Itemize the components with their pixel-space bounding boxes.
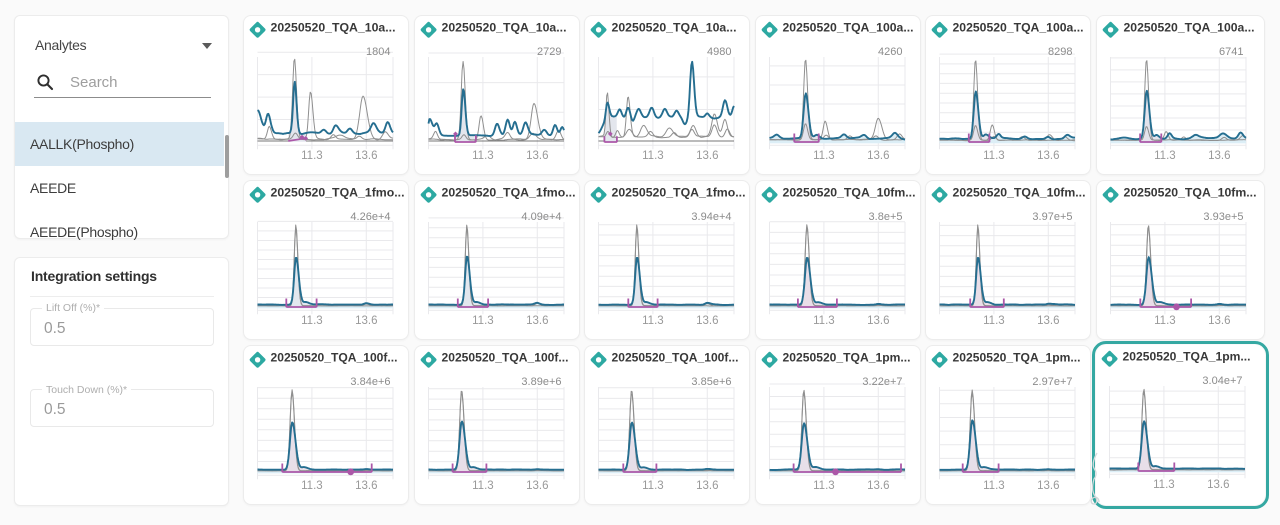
svg-text:20250520_TQA_10fm...: 20250520_TQA_10fm...: [953, 185, 1086, 199]
svg-text:11.3: 11.3: [1154, 150, 1176, 162]
svg-text:13.6: 13.6: [867, 150, 889, 162]
svg-text:20250520_TQA_100f...: 20250520_TQA_100f...: [271, 350, 398, 364]
svg-text:11.3: 11.3: [813, 315, 835, 327]
svg-text:11.3: 11.3: [983, 480, 1005, 492]
svg-text:13.6: 13.6: [696, 150, 718, 162]
svg-text:20250520_TQA_1pm...: 20250520_TQA_1pm...: [782, 350, 910, 364]
svg-text:20250520_TQA_1pm...: 20250520_TQA_1pm...: [1122, 349, 1250, 363]
svg-text:2729: 2729: [537, 46, 561, 58]
svg-text:20250520_TQA_10a...: 20250520_TQA_10a...: [271, 20, 396, 34]
svg-text:20250520_TQA_100a...: 20250520_TQA_100a...: [953, 20, 1084, 34]
svg-text:11.3: 11.3: [301, 480, 323, 492]
svg-text:11.3: 11.3: [472, 315, 494, 327]
svg-text:8298: 8298: [1048, 46, 1072, 58]
svg-text:20250520_TQA_100a...: 20250520_TQA_100a...: [1123, 20, 1254, 34]
svg-text:13.6: 13.6: [696, 315, 718, 327]
svg-text:2.97e+7: 2.97e+7: [1032, 376, 1072, 388]
svg-text:11.3: 11.3: [813, 150, 835, 162]
svg-text:13.6: 13.6: [867, 480, 889, 492]
svg-text:11.3: 11.3: [301, 315, 323, 327]
svg-text:11.3: 11.3: [983, 150, 1005, 162]
svg-text:11.3: 11.3: [642, 480, 664, 492]
svg-text:13.6: 13.6: [526, 150, 548, 162]
svg-text:4980: 4980: [707, 46, 731, 58]
svg-text:11.3: 11.3: [642, 315, 664, 327]
svg-text:11.3: 11.3: [472, 480, 494, 492]
svg-text:3.97e+5: 3.97e+5: [1032, 211, 1072, 223]
svg-text:11.3: 11.3: [472, 150, 494, 162]
svg-text:4.09e+4: 4.09e+4: [521, 211, 561, 223]
svg-text:20250520_TQA_10a...: 20250520_TQA_10a...: [441, 20, 566, 34]
svg-text:20250520_TQA_10fm...: 20250520_TQA_10fm...: [782, 185, 915, 199]
svg-text:13.6: 13.6: [1037, 315, 1059, 327]
svg-text:20250520_TQA_100f...: 20250520_TQA_100f...: [612, 350, 739, 364]
svg-text:20250520_TQA_10a...: 20250520_TQA_10a...: [612, 20, 737, 34]
svg-text:20250520_TQA_1fmo...: 20250520_TQA_1fmo...: [271, 185, 405, 199]
svg-text:13.6: 13.6: [355, 315, 377, 327]
svg-text:3.85e+6: 3.85e+6: [691, 376, 731, 388]
svg-text:3.89e+6: 3.89e+6: [521, 376, 561, 388]
svg-text:13.6: 13.6: [1208, 150, 1230, 162]
svg-text:11.3: 11.3: [301, 150, 323, 162]
svg-text:11.3: 11.3: [1153, 479, 1175, 491]
svg-text:6741: 6741: [1219, 46, 1243, 58]
svg-text:13.6: 13.6: [526, 480, 548, 492]
svg-text:11.3: 11.3: [642, 150, 664, 162]
svg-text:20250520_TQA_1pm...: 20250520_TQA_1pm...: [953, 350, 1081, 364]
svg-text:20250520_TQA_100a...: 20250520_TQA_100a...: [782, 20, 913, 34]
svg-text:1804: 1804: [366, 46, 390, 58]
svg-text:13.6: 13.6: [1207, 479, 1229, 491]
svg-text:13.6: 13.6: [355, 150, 377, 162]
svg-text:13.6: 13.6: [1037, 480, 1059, 492]
svg-text:20250520_TQA_10fm...: 20250520_TQA_10fm...: [1123, 185, 1256, 199]
svg-text:11.3: 11.3: [813, 480, 835, 492]
svg-text:20250520_TQA_1fmo...: 20250520_TQA_1fmo...: [612, 185, 746, 199]
svg-text:4260: 4260: [878, 46, 902, 58]
svg-text:11.3: 11.3: [1154, 315, 1176, 327]
svg-text:13.6: 13.6: [1037, 150, 1059, 162]
svg-text:4.26e+4: 4.26e+4: [350, 211, 390, 223]
svg-text:13.6: 13.6: [526, 315, 548, 327]
svg-text:13.6: 13.6: [1208, 315, 1230, 327]
svg-text:13.6: 13.6: [696, 480, 718, 492]
svg-text:3.84e+6: 3.84e+6: [350, 376, 390, 388]
svg-text:20250520_TQA_1fmo...: 20250520_TQA_1fmo...: [441, 185, 575, 199]
svg-text:13.6: 13.6: [867, 315, 889, 327]
svg-text:11.3: 11.3: [983, 315, 1005, 327]
svg-text:3.8e+5: 3.8e+5: [868, 211, 902, 223]
svg-text:3.93e+5: 3.93e+5: [1203, 211, 1243, 223]
svg-text:3.04e+7: 3.04e+7: [1202, 375, 1242, 387]
svg-text:3.94e+4: 3.94e+4: [691, 211, 731, 223]
svg-text:20250520_TQA_100f...: 20250520_TQA_100f...: [441, 350, 568, 364]
svg-text:13.6: 13.6: [355, 480, 377, 492]
svg-text:3.22e+7: 3.22e+7: [862, 376, 902, 388]
